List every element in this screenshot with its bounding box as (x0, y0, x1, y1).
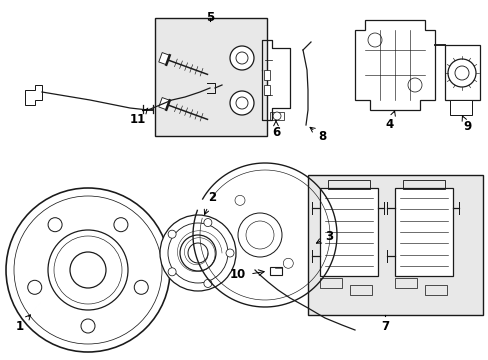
Circle shape (272, 112, 281, 120)
Text: 6: 6 (271, 120, 280, 139)
Bar (444, 45, 479, 100)
Text: 11: 11 (130, 108, 147, 126)
Bar (269, 267, 282, 275)
Circle shape (168, 268, 176, 276)
Circle shape (168, 230, 176, 238)
Circle shape (367, 33, 381, 47)
Text: 9: 9 (461, 116, 470, 133)
Bar (319, 278, 341, 288)
Bar (307, 175, 482, 315)
Circle shape (407, 78, 421, 92)
Text: 10: 10 (229, 267, 245, 280)
Text: 4: 4 (385, 111, 394, 131)
Polygon shape (354, 20, 434, 110)
Circle shape (6, 188, 170, 352)
Text: 1: 1 (16, 315, 30, 333)
Circle shape (203, 279, 211, 287)
Polygon shape (159, 98, 169, 110)
Bar (155, 18, 266, 136)
Bar (449, 100, 471, 115)
Circle shape (160, 215, 236, 291)
Bar (327, 180, 369, 189)
Text: 2: 2 (204, 191, 216, 215)
Bar (349, 285, 371, 295)
Bar (319, 188, 377, 276)
Bar (402, 180, 444, 189)
Bar (264, 70, 269, 80)
Text: 3: 3 (316, 230, 332, 243)
Circle shape (229, 46, 253, 70)
Circle shape (236, 97, 247, 109)
Bar (269, 112, 284, 120)
Circle shape (225, 249, 234, 257)
Bar (264, 85, 269, 95)
Polygon shape (159, 53, 169, 65)
Bar (394, 278, 416, 288)
Bar (424, 285, 446, 295)
Circle shape (203, 219, 211, 226)
Text: 8: 8 (309, 127, 325, 143)
Circle shape (229, 91, 253, 115)
Circle shape (236, 52, 247, 64)
Text: 5: 5 (205, 11, 214, 24)
Circle shape (454, 66, 468, 80)
Polygon shape (25, 85, 42, 105)
Text: 7: 7 (380, 320, 388, 333)
Circle shape (447, 59, 475, 87)
Bar (394, 188, 452, 276)
